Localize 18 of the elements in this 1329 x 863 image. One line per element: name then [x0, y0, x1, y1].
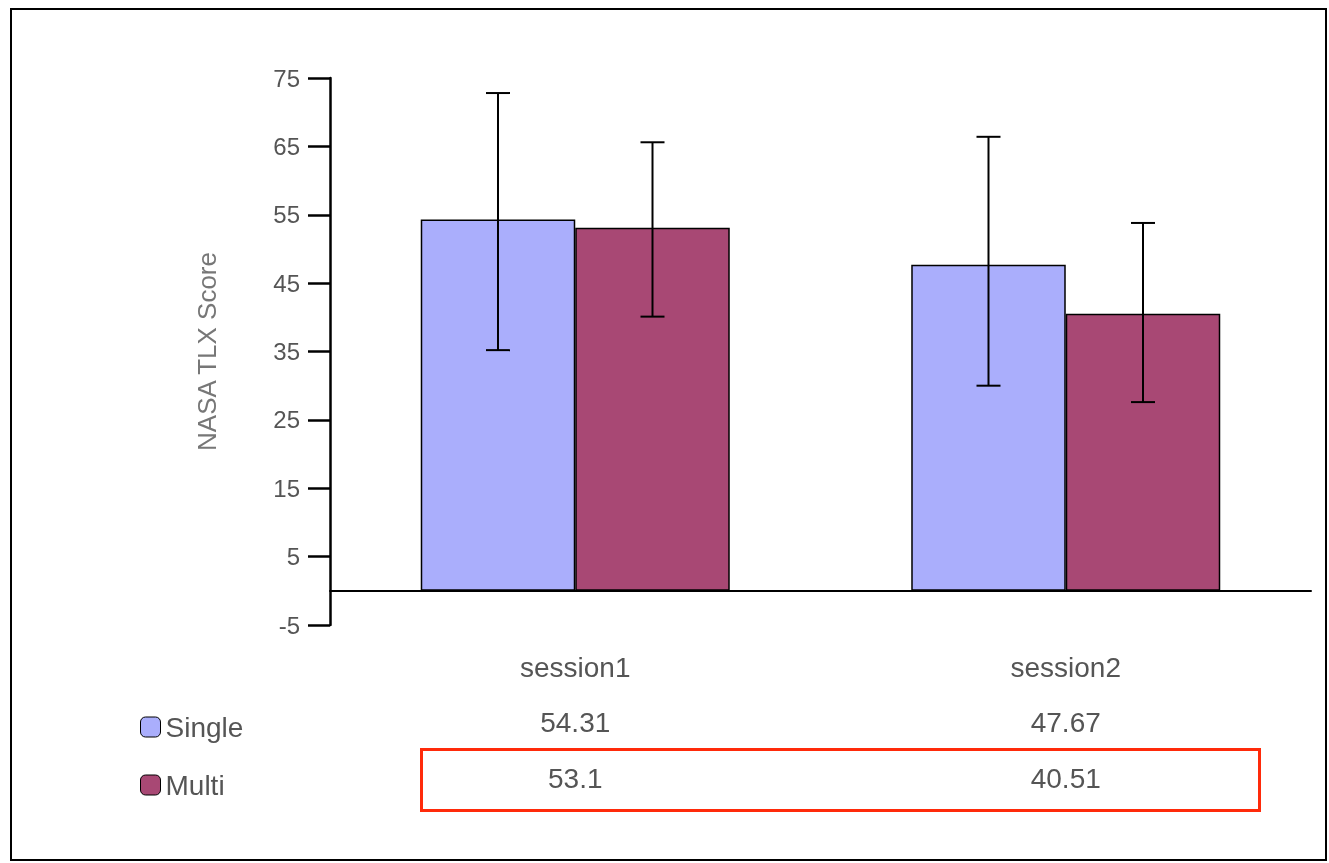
y-tick-label: 25: [273, 406, 300, 434]
legend-label: Multi: [165, 769, 225, 801]
data-label: 47.67: [1030, 706, 1101, 738]
legend-label: Single: [165, 711, 244, 743]
y-tick-label: 65: [273, 132, 300, 160]
y-tick-label: 5: [286, 543, 300, 571]
y-tick-label: 55: [273, 201, 300, 229]
y-tick-label: -5: [278, 611, 300, 639]
x-tick-label: session2: [1010, 651, 1122, 683]
data-label: 53.1: [548, 762, 603, 794]
y-axis-title: NASA TLX Score: [192, 252, 222, 451]
x-tick-label: session1: [519, 651, 631, 683]
data-label: 54.31: [540, 706, 611, 738]
y-tick-label: 15: [273, 474, 300, 502]
y-tick-label: 45: [273, 269, 300, 297]
y-tick-label: 35: [273, 338, 300, 365]
data-label: 40.51: [1030, 762, 1101, 794]
y-tick-label: 75: [273, 64, 300, 92]
